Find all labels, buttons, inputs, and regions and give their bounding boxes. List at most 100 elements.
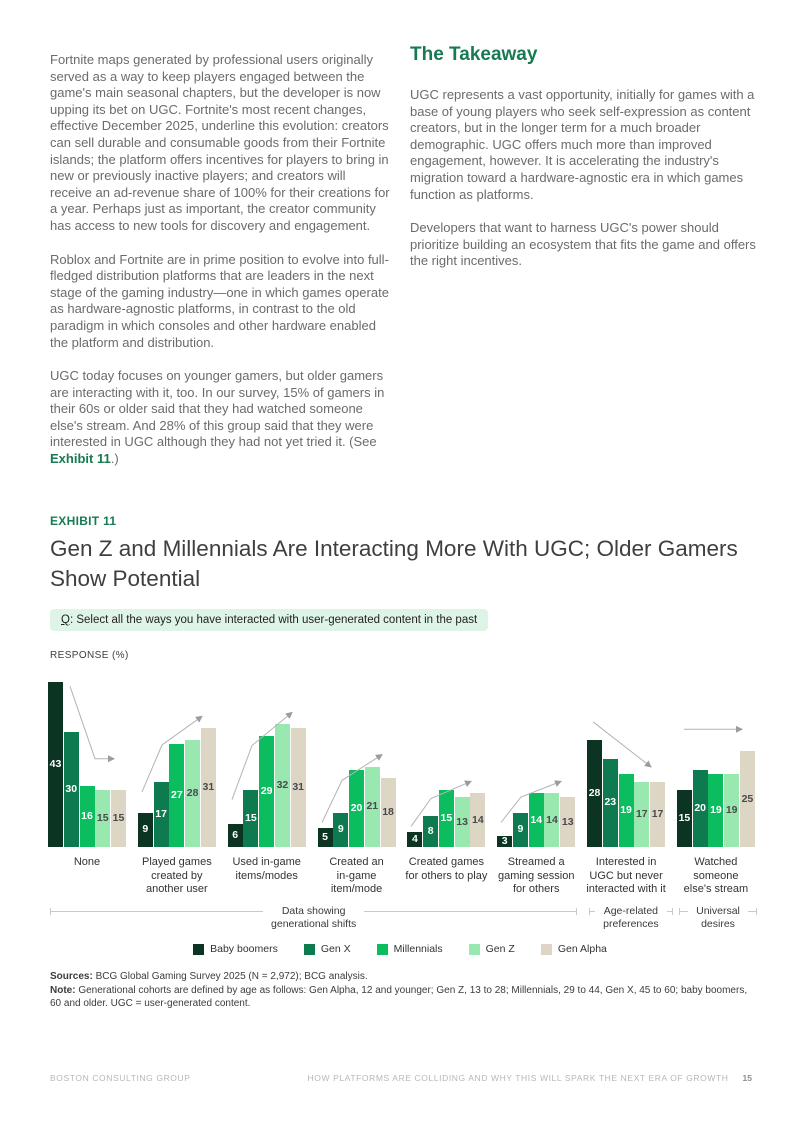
bar: [95, 789, 111, 847]
bracket-end-tick: [756, 908, 758, 915]
bracket-end-tick: [576, 908, 578, 915]
category-label: Interested in UGC but never interacted w…: [586, 856, 666, 895]
bar-value-label: 15: [678, 811, 691, 824]
bar-value-label: 20: [694, 802, 706, 815]
paragraph-ugc-survey: UGC today focuses on younger gamers, but…: [50, 368, 391, 468]
bar-value-label: 43: [49, 758, 62, 771]
bar: [380, 778, 396, 847]
bar-value-label: 8: [427, 825, 434, 838]
legend-item: Gen Z: [468, 943, 515, 955]
survey-question-box: Q: Select all the ways you have interact…: [50, 609, 489, 631]
bar-value-label: 31: [202, 781, 215, 794]
bracket-annotation: Universal desires: [679, 905, 758, 931]
bar-value-label: 15: [112, 811, 125, 824]
bar-value-label: 28: [186, 786, 199, 799]
bracket-end-tick: [679, 908, 680, 915]
question-text: : Select all the ways you have interacte…: [69, 614, 478, 626]
bracket-end-tick: [589, 908, 591, 915]
bar-group: 5 9 20 21 18: [317, 672, 396, 847]
chart-groups: 43 30 16 15 15 None 9 17 27 28 31 Played games crea…: [48, 672, 755, 912]
category-label: None: [73, 856, 101, 868]
legend-swatch: [193, 943, 205, 955]
page-number: 15: [742, 1073, 752, 1083]
article-left-column: Fortnite maps generated by professional …: [50, 52, 391, 485]
legend: Baby boomers Gen X Millennials Gen Z Gen Alp…: [0, 943, 800, 955]
category-label: Streamed a gaming session for others: [498, 856, 575, 895]
bar-group: 15 20 19 19 25: [676, 672, 755, 847]
bar-value-label: 17: [651, 807, 664, 820]
bracket-end-tick: [50, 908, 51, 915]
bracket-label: Age-related preferences: [603, 905, 659, 930]
bar: [317, 827, 333, 847]
bar: [708, 774, 724, 847]
paragraph-suffix: .): [110, 451, 119, 467]
bracket-label: Universal desires: [696, 905, 740, 930]
footnotes: Sources: BCG Global Gaming Survey 2025 (…: [50, 970, 758, 1011]
bracket-line: [680, 911, 689, 912]
bar: [739, 751, 755, 847]
page-footer: BOSTON CONSULTING GROUP HOW PLATFORMS AR…: [50, 1073, 752, 1083]
chart-group: 3 9 14 14 13 Streamed a gaming session for ot…: [497, 672, 576, 912]
note-text: Generational cohorts are defined by age …: [50, 984, 748, 1010]
legend-swatch: [376, 943, 388, 955]
paragraph-roblox: Roblox and Fortnite are in prime positio…: [50, 251, 389, 350]
bar: [290, 728, 306, 847]
bar: [153, 781, 169, 847]
legend-swatch: [303, 943, 315, 955]
bar: [676, 789, 692, 847]
bar-value-label: 31: [292, 781, 305, 794]
bar-value-label: 19: [710, 804, 722, 817]
bar-value-label: 19: [725, 804, 738, 817]
bar-value-label: 16: [81, 809, 93, 822]
exhibit-11-link[interactable]: Exhibit 11: [50, 451, 111, 467]
bar-value-label: 27: [171, 788, 183, 801]
exhibit-label: EXHIBIT 11: [50, 514, 117, 528]
bracket-annotations: Data showing generational shifts Age-rela…: [50, 905, 758, 939]
bar-value-label: 23: [604, 796, 617, 809]
chart-group: 4 8 15 13 14 Created games for others to play: [405, 672, 487, 912]
takeaway-paragraph: UGC represents a vast opportunity, initi…: [410, 87, 755, 202]
bracket-annotation: Data showing generational shifts: [50, 905, 578, 931]
bar: [602, 758, 618, 847]
paragraph-fortnite: Fortnite maps generated by professional …: [50, 52, 390, 233]
bracket-end-tick: [671, 908, 673, 915]
legend-label: Gen Z: [485, 943, 515, 955]
sources-label: Sources:: [50, 971, 93, 982]
bar-value-label: 15: [96, 811, 109, 824]
takeaway-paragraph: Developers that want to harness UGC's po…: [410, 220, 756, 269]
note-line: Note: Generational cohorts are defined b…: [50, 984, 758, 1011]
bar-value-label: 6: [232, 829, 239, 842]
bar: [111, 789, 126, 847]
note-label: Note:: [50, 984, 76, 996]
takeaway-heading: The Takeaway: [410, 44, 538, 65]
sources-text: BCG Global Gaming Survey 2025 (N = 2,972…: [92, 971, 368, 982]
bar-value-label: 9: [517, 823, 524, 836]
bar-value-label: 13: [561, 815, 574, 828]
bar-value-label: 3: [501, 834, 508, 847]
bracket-line: [590, 911, 596, 912]
bar: [137, 812, 153, 847]
legend-item: Baby boomers: [193, 943, 278, 955]
bar: [724, 774, 740, 847]
legend-item: Millennials: [376, 943, 443, 955]
bar: [79, 785, 95, 847]
footer-brand: BOSTON CONSULTING GROUP: [50, 1073, 191, 1083]
bar: [497, 835, 513, 847]
bracket-line: [51, 911, 264, 912]
bracket-line: [747, 911, 757, 912]
bar-value-label: 17: [155, 807, 167, 820]
legend-swatch: [468, 943, 480, 955]
bar-value-label: 4: [411, 832, 418, 845]
chart-group: 6 15 29 32 31 Used in-game items/modes: [227, 672, 306, 912]
y-axis-label: RESPONSE (%): [50, 650, 129, 661]
bar: [63, 732, 79, 847]
bar: [243, 789, 259, 847]
chart-group: 15 20 19 19 25 Watched someone else's stream: [676, 672, 755, 912]
bar-group: 28 23 19 17 17: [587, 672, 666, 847]
chart-group: 5 9 20 21 18 Created an in-game item/mode: [317, 672, 396, 912]
bar-group: 6 15 29 32 31: [227, 672, 306, 847]
footer-right-group: HOW PLATFORMS ARE COLLIDING AND WHY THIS…: [308, 1073, 752, 1083]
paragraph-text: UGC today focuses on younger gamers, but…: [50, 368, 385, 450]
legend-item: Gen X: [303, 943, 351, 955]
bar-group: 43 30 16 15 15: [48, 672, 126, 847]
